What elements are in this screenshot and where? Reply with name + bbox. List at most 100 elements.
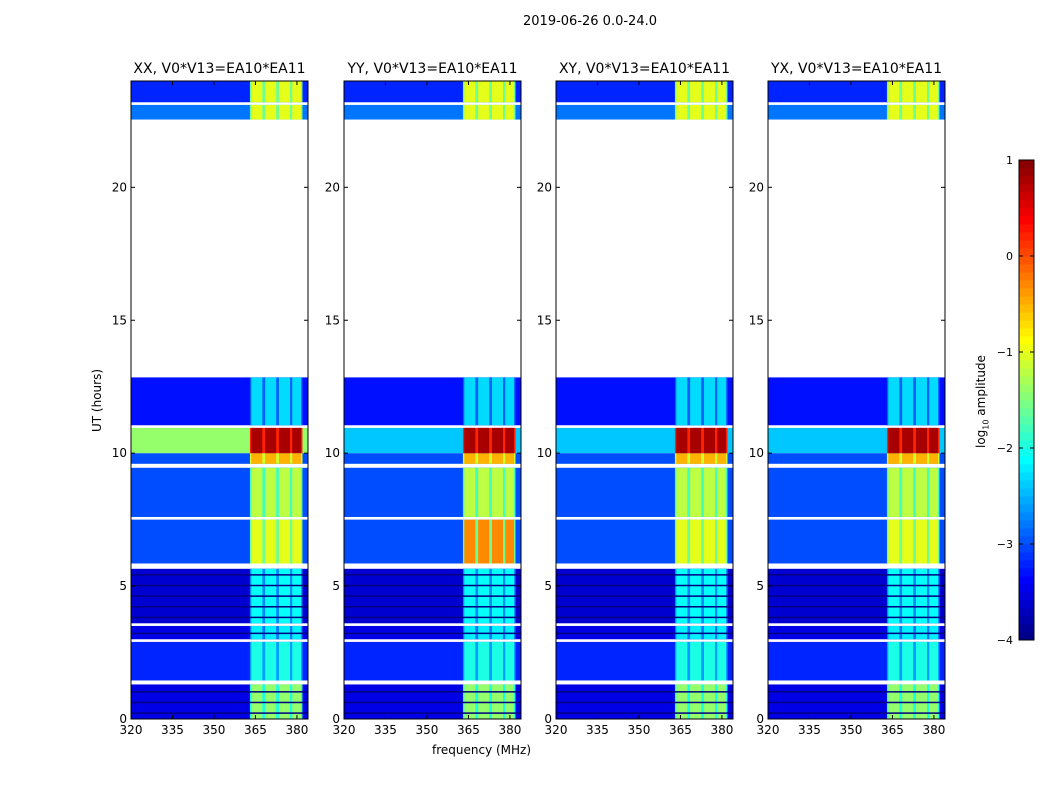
band-channel [888,641,900,681]
colorbar-label-rest: amplitude [974,355,988,420]
colorbar-segment [1019,624,1034,633]
band-channel [292,427,302,454]
dark-row [131,712,308,714]
dark-row [768,632,945,635]
colorbar-segment [1019,288,1034,297]
band-channel [278,467,291,517]
colorbar-segment [1019,448,1034,457]
band-channel [505,641,515,681]
band-channel [464,104,476,120]
x-tick-label: 320 [120,723,143,737]
band-channel [703,467,716,517]
band-channel [902,81,914,103]
band-channel [491,467,504,517]
band-channel [915,467,928,517]
x-tick-label: 365 [457,723,480,737]
band-channel [703,427,716,454]
x-tick-label: 335 [798,723,821,737]
colorbar-segment [1019,376,1034,385]
band-channel [902,625,914,640]
band-channel [902,641,914,681]
colorbar-segment [1019,344,1034,353]
dark-row [344,595,521,597]
x-tick-label: 335 [586,723,609,737]
colorbar-segment [1019,384,1034,393]
band-channel [690,641,702,681]
band-channel [251,467,263,517]
dark-row [768,595,945,597]
suptitle: 2019-06-26 0.0-24.0 [523,14,657,29]
band-channel [676,453,688,464]
band-channel [505,427,515,454]
band-channel [902,104,914,120]
colorbar-segment [1019,392,1034,401]
dark-row [768,701,945,704]
band-channel [717,519,727,564]
band-channel [690,453,702,464]
band-channel [888,453,900,464]
segment-background [768,453,945,464]
band-channel [888,467,900,517]
dark-row [131,632,308,635]
dark-row [556,584,733,587]
colorbar-segment [1019,304,1034,313]
colorbar-segment [1019,416,1034,425]
band-channel [265,104,277,120]
dark-row [556,616,733,619]
y-tick-label: 0 [119,712,127,726]
band-channel [265,467,277,517]
band-channel [478,641,490,681]
colorbar-segment [1019,552,1034,561]
dark-row [344,691,521,693]
band-channel [251,625,263,640]
colorbar-segment [1019,520,1034,529]
band-channel [265,519,277,564]
y-axis-label: UT (hours) [90,368,104,432]
band-channel [251,427,263,454]
band-channel [703,81,716,103]
band-channel [690,625,702,640]
y-tick-label: 0 [332,712,340,726]
x-tick-label: 350 [840,723,863,737]
band-channel [902,519,914,564]
dark-row [131,574,308,576]
y-tick-label: 15 [537,313,552,327]
band-channel [915,104,928,120]
y-tick-label: 10 [325,446,340,460]
colorbar-segment [1019,488,1034,497]
band-channel [717,453,727,464]
x-tick-label: 350 [203,723,226,737]
band-channel [464,519,476,564]
colorbar-tick-label: 0 [1006,250,1013,263]
band-channel [929,641,939,681]
x-tick-label: 320 [333,723,356,737]
band-channel [491,519,504,564]
band-channel [505,519,515,564]
band-channel [717,427,727,454]
dark-row [768,574,945,576]
band-channel [505,81,515,103]
colorbar-segment [1019,576,1034,585]
band-channel [292,81,302,103]
band-channel [478,377,490,426]
colorbar-segment [1019,480,1034,489]
band-channel [478,427,490,454]
dark-row [768,616,945,619]
band-channel [478,81,490,103]
band-channel [717,104,727,120]
band-channel [717,625,727,640]
colorbar-label: log10 amplitude [974,355,990,448]
band-channel [717,377,727,426]
dark-row [556,632,733,635]
colorbar-segment [1019,424,1034,433]
colorbar-segment [1019,280,1034,289]
band-channel [265,453,277,464]
band-channel [251,81,263,103]
band-channel [251,519,263,564]
band-channel [251,377,263,426]
dark-row [344,632,521,635]
band-channel [929,81,939,103]
dark-row [344,701,521,704]
colorbar-segment [1019,336,1034,345]
